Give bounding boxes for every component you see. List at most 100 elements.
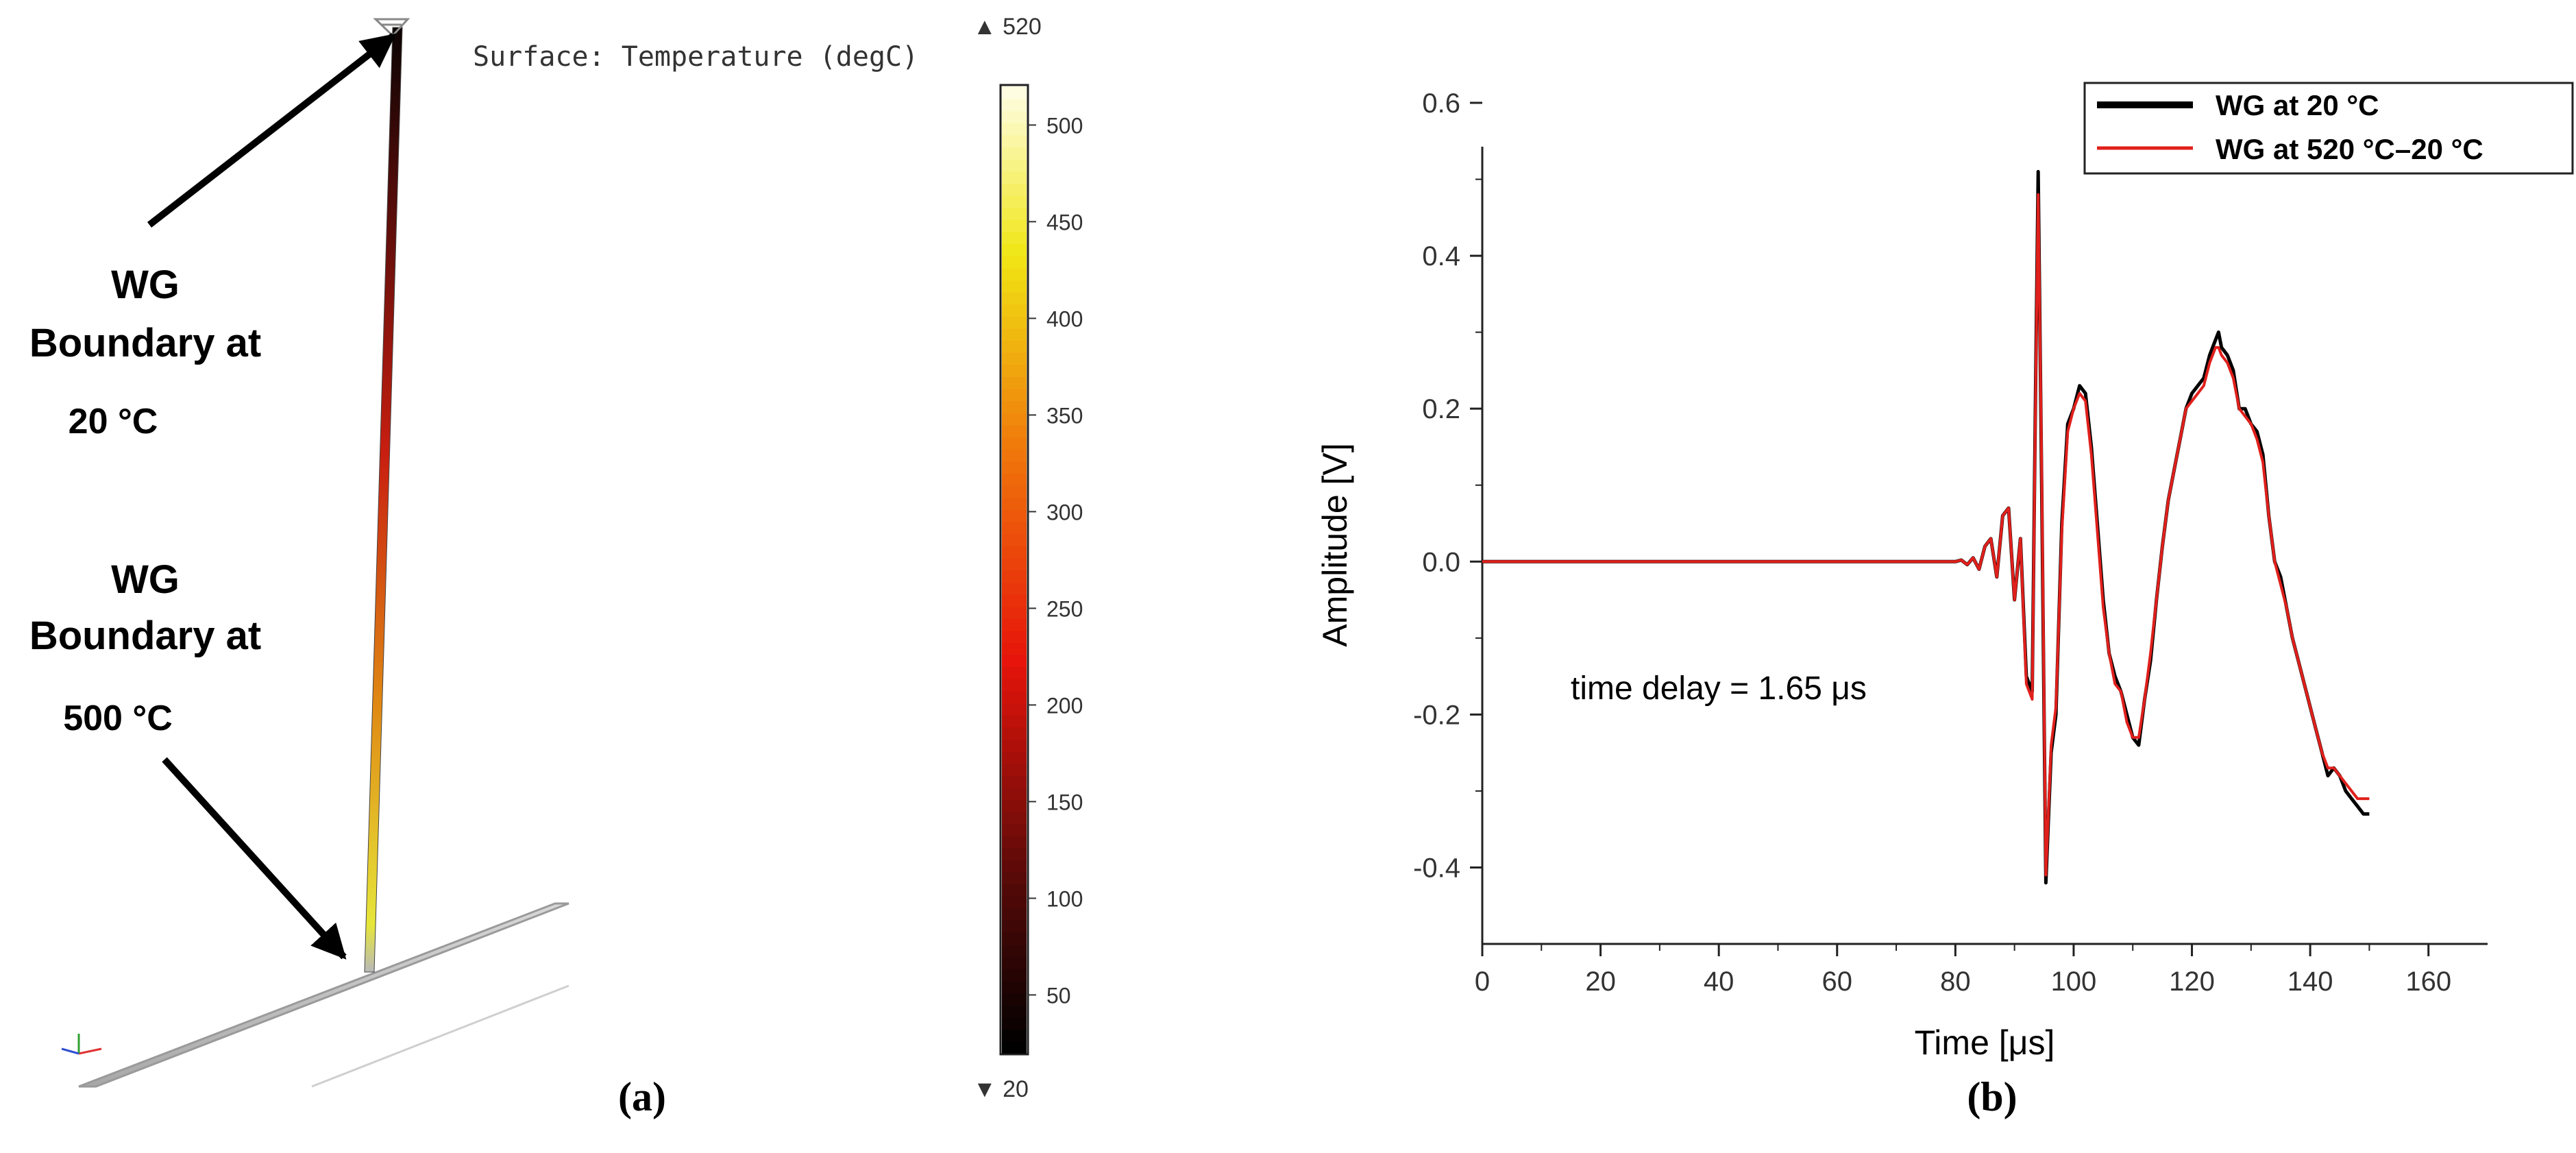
colorbar-strip xyxy=(1002,243,1027,256)
colorbar-strip xyxy=(1002,581,1027,595)
colorbar-strip xyxy=(1002,110,1027,123)
colorbar-strip xyxy=(1002,895,1027,909)
colorbar-tick-label: 350 xyxy=(1046,403,1083,428)
annotation-top-line1: WG xyxy=(111,263,180,307)
y-tick-label: 0.0 xyxy=(1422,547,1460,577)
colorbar-strip xyxy=(1002,920,1027,933)
colorbar-strip xyxy=(1002,992,1027,1006)
colorbar-strip xyxy=(1002,171,1027,184)
colorbar-tick-label: 300 xyxy=(1046,500,1083,524)
colorbar-strip xyxy=(1002,545,1027,559)
colorbar-strip xyxy=(1002,376,1027,389)
x-tick-label: 40 xyxy=(1704,967,1734,997)
colorbar-strip xyxy=(1002,944,1027,957)
colorbar-strip xyxy=(1002,714,1027,728)
colorbar-tick-label: 400 xyxy=(1046,306,1083,331)
colorbar-strip xyxy=(1002,751,1027,764)
annotation-top-line3: 20 °C xyxy=(69,402,158,441)
annotation-bottom-line2: Boundary at xyxy=(29,614,261,658)
annotation-bottom-line1: WG xyxy=(111,557,180,602)
legend-box xyxy=(2083,82,2574,175)
colorbar-tick-label: 200 xyxy=(1046,693,1083,718)
x-axis-label: Time [μs] xyxy=(1915,1023,2055,1062)
base-plate-edge xyxy=(311,984,569,1088)
colorbar-strip xyxy=(1002,147,1027,160)
colorbar-strip xyxy=(1002,473,1027,486)
annotation-bottom-line3: 500 °C xyxy=(63,699,173,738)
x-tick-label: 140 xyxy=(2287,967,2333,997)
x-tick-label: 0 xyxy=(1475,967,1490,997)
x-tick-label: 20 xyxy=(1585,967,1616,997)
colorbar-strip xyxy=(1002,835,1027,849)
colorbar-strip xyxy=(1002,618,1027,631)
colorbar-strip xyxy=(1002,352,1027,365)
colorbar-tick-label: 500 xyxy=(1046,113,1083,138)
colorbar-strip xyxy=(1002,1004,1027,1018)
annotation-top-line2: Boundary at xyxy=(29,321,261,365)
colorbar-strip xyxy=(1002,884,1027,897)
y-tick-label: 0.6 xyxy=(1422,88,1460,119)
colorbar-strip xyxy=(1002,461,1027,474)
colorbar-strip xyxy=(1002,158,1027,172)
arrow-bottom xyxy=(162,757,347,960)
colorbar-strip xyxy=(1002,799,1027,812)
x-tick-label: 60 xyxy=(1822,967,1853,997)
waveguide-tip xyxy=(373,18,410,38)
legend-label-520: WG at 520 °C–20 °C xyxy=(2216,133,2483,165)
colorbar-strip xyxy=(1002,183,1027,196)
colorbar-gradient xyxy=(1002,86,1027,1054)
colorbar-strip xyxy=(1002,654,1027,667)
colorbar-ticks: 500 450 400 350 300 250 200 150 100 50 xyxy=(1028,113,1083,1008)
colorbar-strip xyxy=(1002,908,1027,921)
x-tick-label: 120 xyxy=(2169,967,2215,997)
colorbar-strip xyxy=(1002,388,1027,402)
colorbar-strip xyxy=(1002,956,1027,969)
colorbar-strip xyxy=(1002,605,1027,619)
colorbar-strip xyxy=(1002,630,1027,643)
colorbar-strip xyxy=(1002,690,1027,703)
colorbar-strip xyxy=(1002,1041,1027,1054)
colorbar-tick-label: 450 xyxy=(1046,210,1083,234)
y-ticks: 0.6 0.4 0.2 0.0 -0.2 -0.4 xyxy=(1413,88,1482,883)
y-axis-label: Amplitude [V] xyxy=(1316,443,1354,646)
colorbar-strip xyxy=(1002,727,1027,740)
time-delay-annotation: time delay = 1.65 μs xyxy=(1571,670,1867,707)
colorbar-tick-label: 150 xyxy=(1046,790,1083,814)
colorbar-strip xyxy=(1002,932,1027,945)
colorbar-strip xyxy=(1002,219,1027,232)
arrow-top xyxy=(147,33,396,228)
colorbar-strip xyxy=(1002,509,1027,522)
colorbar-strip xyxy=(1002,304,1027,317)
colorbar-strip xyxy=(1002,968,1027,982)
colorbar-strip xyxy=(1002,860,1027,873)
colorbar-strip xyxy=(1002,594,1027,607)
colorbar-strip xyxy=(1002,642,1027,655)
colorbar xyxy=(999,84,1029,1056)
colorbar-strip xyxy=(1002,328,1027,341)
colorbar-strip xyxy=(1002,871,1027,885)
panel-b: 0.6 0.4 0.2 0.0 -0.2 -0.4 0 20 40 60 80 100 120 140 1… xyxy=(1316,82,2574,1119)
colorbar-strip xyxy=(1002,497,1027,510)
coordinate-triad-icon xyxy=(61,1034,102,1055)
x-tick-label: 100 xyxy=(2051,967,2097,997)
colorbar-strip xyxy=(1002,702,1027,716)
colorbar-strip xyxy=(1002,280,1027,293)
colorbar-strip xyxy=(1002,86,1027,99)
colorbar-strip xyxy=(1002,775,1027,788)
colorbar-strip xyxy=(1002,364,1027,377)
colorbar-strip xyxy=(1002,134,1027,148)
colorbar-strip xyxy=(1002,557,1027,570)
colorbar-strip xyxy=(1002,847,1027,860)
series-group xyxy=(1482,169,2370,885)
colorbar-strip xyxy=(1002,678,1027,692)
colorbar-strip xyxy=(1002,340,1027,353)
legend: WG at 20 °C WG at 520 °C–20 °C xyxy=(2083,82,2574,175)
x-ticks: 0 20 40 60 80 100 120 140 160 xyxy=(1475,944,2451,997)
colorbar-strip xyxy=(1002,315,1027,329)
colorbar-strip xyxy=(1002,570,1027,583)
colorbar-strip xyxy=(1002,666,1027,679)
colorbar-strip xyxy=(1002,533,1027,546)
colorbar-strip xyxy=(1002,424,1027,438)
panel-b-label: (b) xyxy=(1967,1074,2017,1119)
